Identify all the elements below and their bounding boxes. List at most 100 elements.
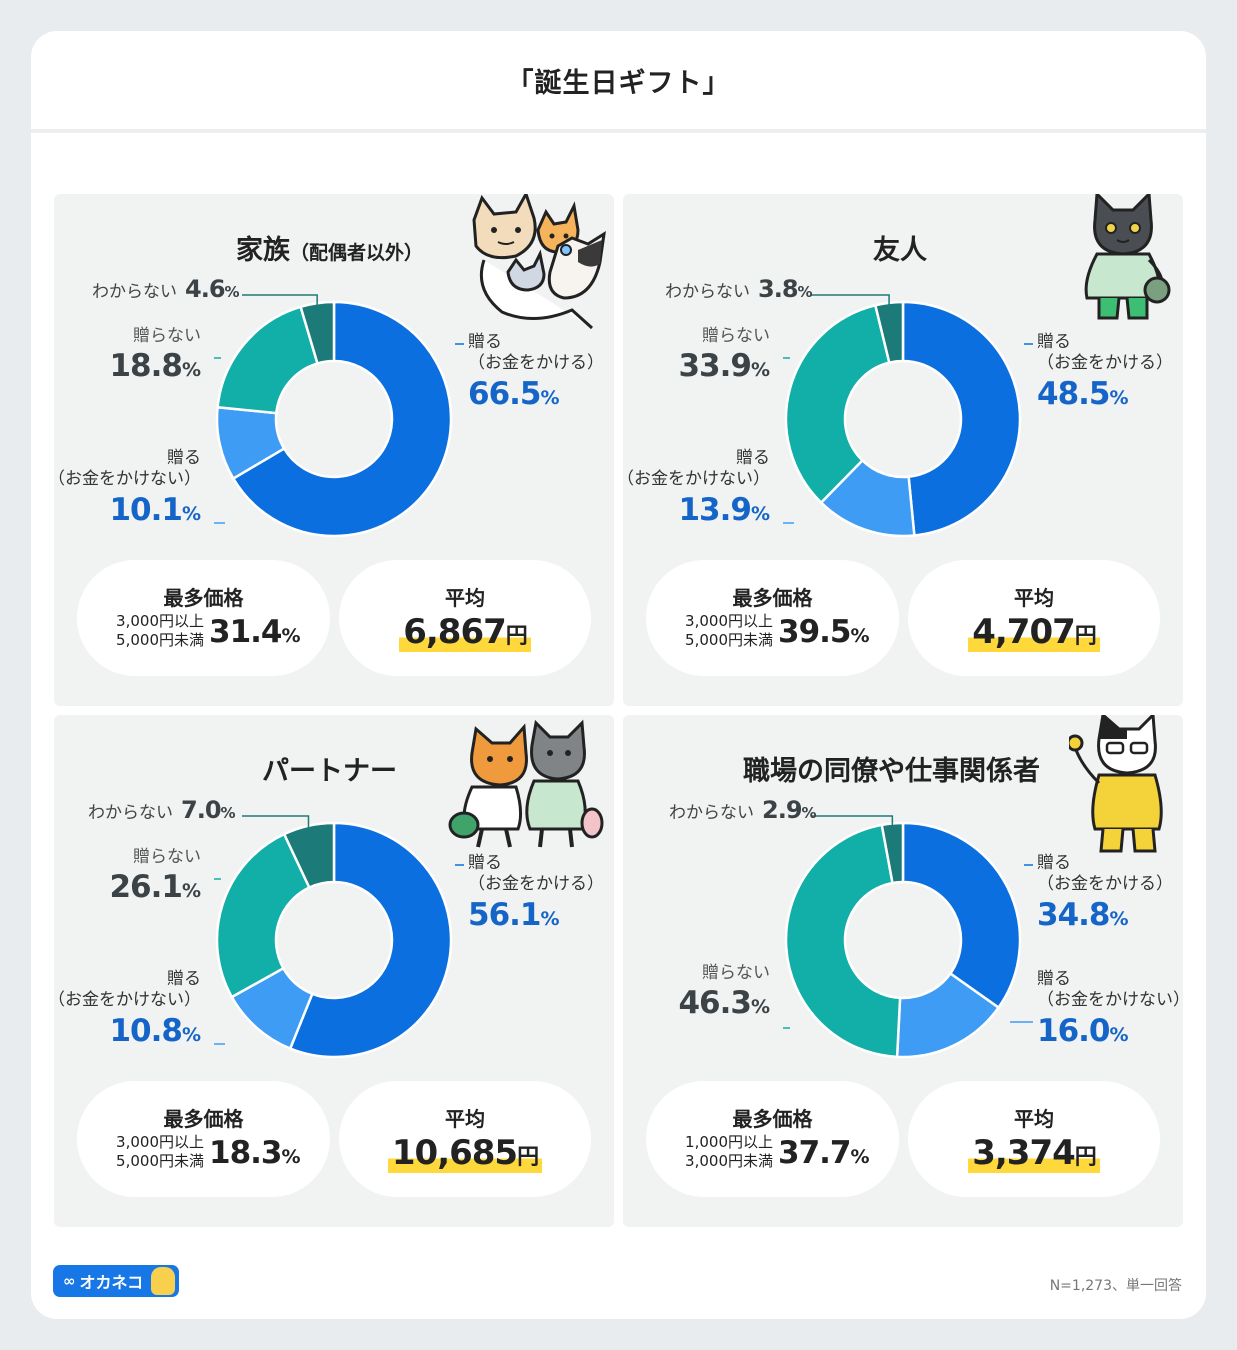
panel-title-main: パートナー bbox=[262, 756, 397, 787]
unit: % bbox=[850, 1146, 870, 1168]
label-give-free: 贈る （お金をかけない） 13.9% bbox=[623, 448, 770, 529]
panel-title: 家族（配偶者以外） bbox=[236, 228, 423, 267]
value: 18.8 bbox=[109, 348, 182, 385]
mode-heading: 最多価格 bbox=[732, 586, 813, 610]
cat-name-2: （お金をかける） bbox=[1037, 353, 1173, 374]
unit: % bbox=[181, 1023, 201, 1046]
slice-unknown bbox=[282, 821, 336, 890]
mode-number: 39.5 bbox=[778, 614, 851, 650]
unit: % bbox=[224, 283, 240, 301]
avg-value: 3,374円 bbox=[968, 1133, 1100, 1173]
value: 46.3 bbox=[678, 985, 751, 1022]
label-not-give: 贈らない 26.1% bbox=[109, 847, 201, 907]
avg-number: 6,867 bbox=[403, 612, 507, 652]
mode-condition: 3,000円以上 5,000円未満 bbox=[685, 612, 773, 650]
value: 2.9 bbox=[762, 796, 803, 824]
label-give-free: 贈る （お金をかけない） 16.0% bbox=[1037, 969, 1183, 1050]
cat-name: 贈る bbox=[1037, 332, 1071, 352]
cat-name: 贈る bbox=[1037, 853, 1071, 873]
slice-give-paid bbox=[231, 300, 453, 538]
avg-heading: 平均 bbox=[445, 1107, 485, 1131]
panel-work: 職場の同僚や仕事関係者 わからない 2.9% 贈らない 46.3% 贈る （お金… bbox=[623, 715, 1183, 1227]
mode-cond-line: 5,000円未満 bbox=[116, 630, 204, 649]
value: 48.5 bbox=[1037, 375, 1110, 412]
mode-condition: 1,000円以上 3,000円未満 bbox=[685, 1133, 773, 1171]
slice-give-paid bbox=[288, 821, 453, 1059]
cat-name-2: （お金をかけない） bbox=[1037, 990, 1183, 1011]
unit: % bbox=[281, 625, 301, 647]
avg-heading: 平均 bbox=[1014, 586, 1054, 610]
unit: 円 bbox=[505, 624, 528, 649]
cat-name-2: （お金をかけない） bbox=[54, 990, 201, 1011]
label-not-give: 贈らない 33.9% bbox=[678, 326, 770, 386]
cat-name-2: （お金をかける） bbox=[468, 353, 604, 374]
cat-name: 贈る bbox=[468, 332, 502, 352]
mode-value: 31.4% bbox=[209, 614, 301, 650]
cat-name: 贈る bbox=[468, 853, 502, 873]
slice-not-give bbox=[216, 305, 320, 415]
okaneko-logo: ∞ オカネコ bbox=[53, 1265, 179, 1297]
unit: % bbox=[540, 907, 560, 930]
unit: % bbox=[750, 996, 770, 1019]
mode-cond-line: 3,000円以上 bbox=[685, 612, 773, 630]
panel-title-main: 家族 bbox=[236, 235, 290, 266]
mode-number: 31.4 bbox=[209, 614, 282, 650]
slice-not-give bbox=[784, 823, 902, 1059]
unit: % bbox=[181, 359, 201, 382]
average-pill: 平均 10,685円 bbox=[339, 1081, 591, 1197]
cat-name-2: （お金をかけない） bbox=[623, 469, 770, 490]
mode-cond-line: 1,000円以上 bbox=[685, 1133, 773, 1151]
leader-line bbox=[242, 294, 318, 308]
mode-price-pill: 最多価格 1,000円以上 3,000円未満 37.7% bbox=[646, 1081, 899, 1197]
cat-name: 贈らない bbox=[702, 963, 770, 983]
mode-number: 18.3 bbox=[209, 1135, 282, 1171]
value: 66.5 bbox=[468, 375, 541, 412]
unit: % bbox=[1109, 386, 1129, 409]
donut-chart bbox=[214, 294, 464, 538]
cat-name: 贈らない bbox=[133, 326, 201, 346]
mode-cond-line: 3,000円未満 bbox=[685, 1151, 773, 1170]
panel-title-sub: （配偶者以外） bbox=[290, 242, 424, 264]
avg-value: 4,707円 bbox=[968, 612, 1100, 652]
mode-heading: 最多価格 bbox=[163, 1107, 244, 1131]
label-give-paid: 贈る （お金をかける） 34.8% bbox=[1037, 853, 1173, 934]
label-not-give: 贈らない 46.3% bbox=[678, 963, 770, 1023]
cat-name: 贈る bbox=[167, 448, 201, 468]
unit: % bbox=[797, 283, 813, 301]
leader-line bbox=[811, 815, 894, 829]
mode-heading: 最多価格 bbox=[163, 586, 244, 610]
panel-title: 友人 bbox=[873, 228, 927, 267]
leader-line bbox=[811, 294, 890, 308]
cat-name: わからない bbox=[665, 282, 750, 302]
average-pill: 平均 3,374円 bbox=[908, 1081, 1160, 1197]
mode-value: 18.3% bbox=[209, 1135, 301, 1171]
unit: % bbox=[850, 625, 870, 647]
unit: % bbox=[540, 386, 560, 409]
value: 33.9 bbox=[678, 348, 751, 385]
label-unknown: わからない 3.8% bbox=[665, 274, 813, 304]
value: 34.8 bbox=[1037, 896, 1110, 933]
donut-chart bbox=[783, 294, 1033, 538]
mode-value: 39.5% bbox=[778, 614, 870, 650]
value: 10.8 bbox=[109, 1012, 182, 1049]
logo-cat-icon bbox=[151, 1267, 175, 1295]
unit: 円 bbox=[517, 1145, 539, 1170]
label-unknown: わからない 7.0% bbox=[88, 795, 236, 825]
mode-condition: 3,000円以上 5,000円未満 bbox=[116, 1133, 204, 1171]
label-give-free: 贈る （お金をかけない） 10.1% bbox=[54, 448, 201, 529]
cat-name-2: （お金をかけない） bbox=[54, 469, 201, 490]
value: 10.1 bbox=[109, 491, 182, 528]
panel-partner: パートナー わからない 7.0% 贈らない 26.1% 贈る （お金をかけない）… bbox=[54, 715, 614, 1227]
donut-chart bbox=[783, 815, 1033, 1059]
panel-title-main: 職場の同僚や仕事関係者 bbox=[743, 756, 1040, 787]
mode-price-pill: 最多価格 3,000円以上 5,000円未満 18.3% bbox=[77, 1081, 330, 1197]
label-unknown: わからない 4.6% bbox=[92, 274, 240, 304]
mode-heading: 最多価格 bbox=[732, 1107, 813, 1131]
unit: 円 bbox=[1074, 624, 1097, 649]
cat-name-2: （お金をかける） bbox=[468, 874, 604, 895]
average-pill: 平均 4,707円 bbox=[908, 560, 1160, 676]
value: 13.9 bbox=[678, 491, 751, 528]
avg-number: 4,707 bbox=[972, 612, 1076, 652]
unit: % bbox=[181, 880, 201, 903]
cat-partner-icon bbox=[448, 719, 604, 848]
